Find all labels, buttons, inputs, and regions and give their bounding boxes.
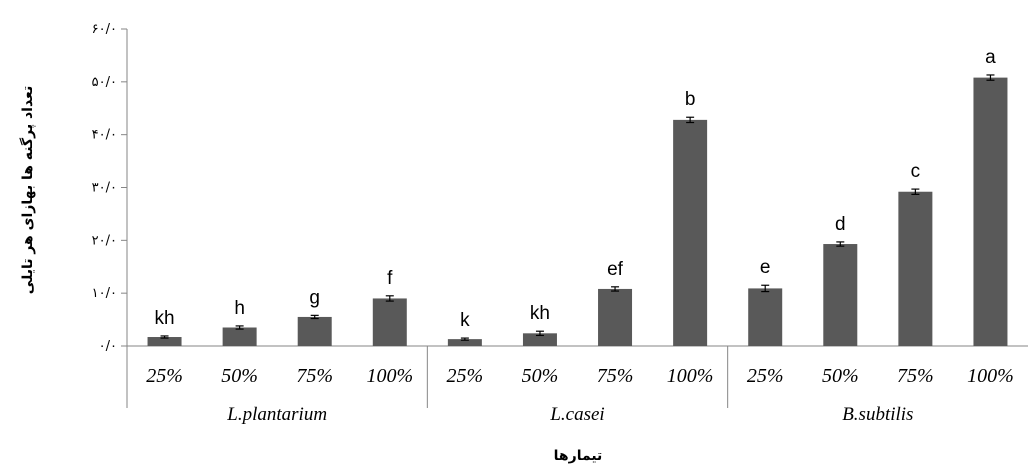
x-tick-label: 100% [667,365,714,387]
significance-letter: g [309,287,320,308]
x-axis-title: تیمارها [554,448,603,464]
y-tick-label: ۱۰/۰ [92,286,117,301]
significance-letter: kh [155,308,175,329]
x-tick-label: 75% [897,365,934,387]
significance-letter: ef [607,259,624,280]
plot-area: ۰/۰ ۱۰/۰ ۲۰/۰ ۳۰/۰ ۴۰/۰ ۵۰/۰ ۶۰/۰ kh 25% h 50% g 75%… [92,22,1028,425]
x-tick-label: 25% [447,365,484,387]
bar [147,337,182,346]
x-tick-label: 100% [967,365,1014,387]
x-tick-label: 100% [366,365,413,387]
bar [372,298,407,346]
significance-letter: d [835,214,846,235]
y-tick-label: ۰/۰ [99,339,117,354]
x-tick-label: 50% [822,365,859,387]
bar [973,77,1008,347]
significance-letter: c [911,161,921,182]
x-tick-label: 75% [597,365,634,387]
y-tick-label: ۳۰/۰ [92,181,117,196]
y-tick-label: ۲۰/۰ [92,233,117,248]
y-tick-label: ۴۰/۰ [92,128,117,143]
significance-letter: f [387,268,393,289]
bar [823,244,858,346]
bar [898,191,933,346]
y-axis-title: تعداد پرگنه ها بهازای هر تایلی [19,86,36,294]
bar [297,316,332,346]
significance-letter: a [985,47,996,68]
bar [522,333,557,346]
x-tick-label: 25% [747,365,784,387]
significance-letter: h [234,298,245,319]
bar [447,339,482,346]
significance-letter: e [760,257,771,278]
group-label: B.subtilis [842,404,913,425]
significance-letter: k [460,310,470,331]
x-tick-label: 25% [146,365,183,387]
group-label: L.casei [549,404,604,425]
x-tick-label: 50% [221,365,258,387]
bar [748,288,783,346]
bar [673,119,708,346]
x-tick-label: 50% [522,365,559,387]
significance-letter: kh [530,303,550,324]
significance-letter: b [685,89,696,110]
group-label: L.plantarium [226,404,327,425]
y-tick-label: ۶۰/۰ [92,22,117,37]
x-tick-label: 75% [296,365,333,387]
y-tick-label: ۵۰/۰ [92,75,117,90]
bar [222,327,257,346]
bar [598,288,633,346]
